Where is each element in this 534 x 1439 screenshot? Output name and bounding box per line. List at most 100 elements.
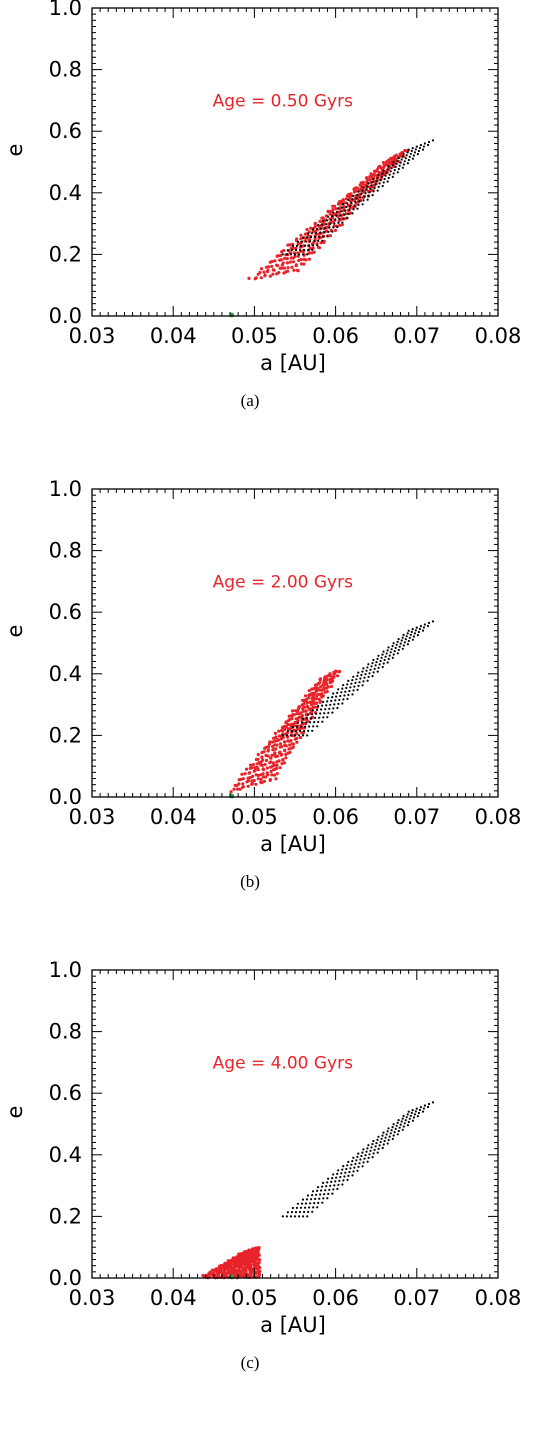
- evolved-point: [257, 1246, 261, 1250]
- evolved-point: [291, 745, 295, 749]
- evolved-point: [258, 1269, 262, 1273]
- evolved-point: [288, 260, 292, 264]
- evolved-point: [296, 707, 300, 711]
- initial-point: [418, 627, 421, 631]
- evolved-point: [278, 742, 283, 746]
- evolved-point: [288, 750, 292, 755]
- initial-point: [330, 218, 333, 221]
- evolved-point: [275, 754, 280, 758]
- evolved-point: [252, 778, 256, 783]
- initial-point: [315, 1193, 318, 1196]
- initial-point: [397, 167, 400, 171]
- initial-point: [367, 1144, 370, 1147]
- initial-point: [299, 244, 303, 247]
- evolved-point: [238, 787, 242, 791]
- evolved-point: [219, 1269, 223, 1273]
- initial-point: [321, 1185, 324, 1188]
- initial-point: [366, 679, 369, 682]
- initial-point: [363, 195, 366, 198]
- initial-point: [353, 1166, 356, 1169]
- evolved-point: [338, 223, 342, 227]
- initial-point: [404, 638, 407, 641]
- x-axis-label: a [AU]: [260, 351, 326, 375]
- initial-point: [361, 684, 364, 687]
- initial-point: [342, 1179, 345, 1182]
- initial-point: [319, 231, 322, 234]
- evolved-point: [306, 705, 310, 709]
- initial-point: [351, 1174, 354, 1177]
- initial-point: [335, 214, 338, 217]
- initial-point: [419, 144, 422, 147]
- ticks: [91, 969, 499, 1279]
- initial-point: [354, 200, 357, 203]
- evolved-point: [334, 669, 338, 673]
- initial-point: [303, 729, 306, 733]
- initial-point: [331, 1177, 334, 1180]
- initial-point: [328, 707, 331, 710]
- initial-point: [388, 1135, 391, 1138]
- initial-point: [388, 173, 391, 176]
- initial-point: [327, 696, 330, 699]
- initial-point: [346, 683, 349, 686]
- evolved-point: [254, 782, 258, 786]
- evolved-point: [259, 777, 263, 781]
- initial-point: [370, 665, 373, 668]
- initial-point: [376, 1138, 379, 1141]
- initial-point: [375, 661, 378, 664]
- initial-point: [407, 158, 410, 162]
- y-tick-label: 1.0: [49, 958, 82, 982]
- initial-point: [354, 1162, 357, 1165]
- initial-point: [417, 1111, 420, 1115]
- evolved-point: [271, 748, 275, 752]
- initial-point: [328, 226, 331, 229]
- initial-point: [316, 244, 319, 247]
- initial-point: [346, 202, 349, 205]
- x-tick-label: 0.04: [150, 1286, 197, 1310]
- evolved-point: [318, 677, 323, 681]
- initial-point: [351, 198, 354, 201]
- initial-point: [315, 231, 318, 234]
- initial-point: [298, 729, 302, 733]
- initial-point: [350, 1163, 353, 1166]
- initial-point: [407, 1110, 410, 1113]
- initial-point: [391, 1137, 394, 1140]
- initial-point: [417, 149, 420, 153]
- initial-point: [321, 223, 324, 226]
- initial-point: [367, 1156, 370, 1159]
- initial-point: [317, 1201, 320, 1204]
- evolved-point: [235, 787, 240, 791]
- evolved-point: [284, 756, 288, 760]
- initial-point: [305, 1198, 309, 1201]
- evolved-point: [268, 740, 272, 744]
- initial-point: [334, 218, 337, 221]
- evolved-point: [297, 258, 301, 263]
- initial-point: [336, 691, 339, 695]
- evolved-point: [304, 258, 308, 262]
- initial-point: [383, 658, 386, 662]
- evolved-point: [250, 766, 254, 770]
- initial-point: [304, 721, 308, 724]
- initial-point: [426, 143, 430, 147]
- evolved-point: [299, 237, 303, 241]
- initial-point: [337, 688, 340, 691]
- y-tick-label: 1.0: [49, 0, 82, 20]
- initial-point: [360, 192, 363, 196]
- panel-b: 0.03 0.04 0.05 0.06 0.07 0.08 0.0 0.2 0.4 0.6 0.8 1…: [3, 477, 521, 891]
- initial-point: [426, 624, 430, 628]
- evolved-point: [266, 773, 270, 777]
- initial-point: [362, 1148, 365, 1151]
- evolved-point: [317, 688, 321, 692]
- evolved-point: [308, 246, 312, 250]
- initial-point: [406, 162, 409, 165]
- initial-point: [306, 232, 310, 235]
- panel-caption: (b): [240, 872, 260, 891]
- initial-point: [419, 625, 422, 628]
- evolved-point: [358, 188, 363, 192]
- initial-point: [399, 642, 402, 645]
- initial-point: [342, 684, 345, 687]
- initial-point: [322, 700, 325, 704]
- initial-point: [348, 208, 351, 212]
- initial-point: [328, 1188, 331, 1191]
- evolved-point: [335, 674, 340, 678]
- evolved-point: [268, 778, 272, 782]
